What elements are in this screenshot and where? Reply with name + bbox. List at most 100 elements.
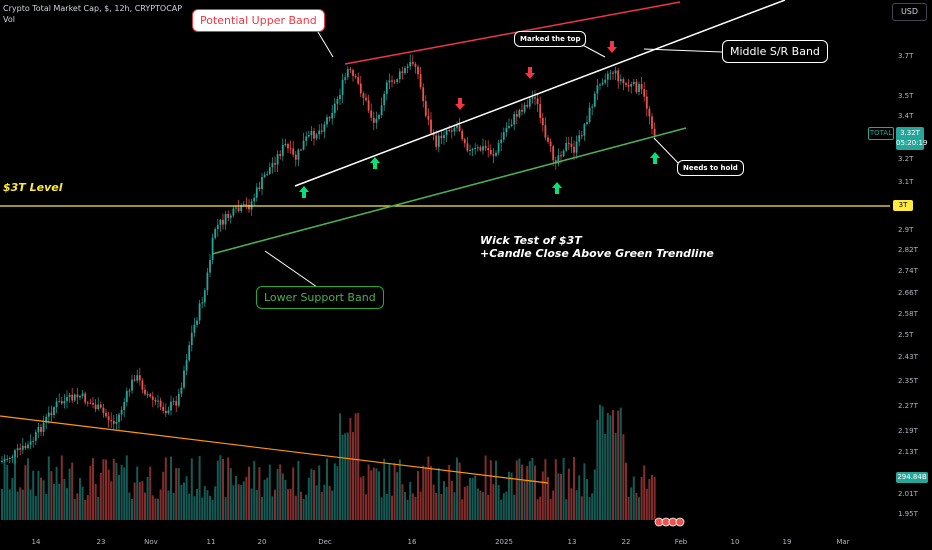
volume-bar — [625, 462, 627, 520]
arrow-up-icon — [650, 152, 660, 164]
volume-bar — [388, 463, 391, 520]
volume-bar — [141, 481, 144, 520]
volume-bar — [268, 464, 271, 520]
candle-body — [349, 69, 352, 71]
candle-body — [8, 458, 11, 460]
volume-bar — [16, 491, 19, 520]
candle-body — [180, 387, 183, 394]
candle-body — [557, 155, 560, 164]
time-axis-label: 11 — [207, 538, 216, 546]
volume-bar — [367, 464, 370, 520]
axes: 3.7T3.5T3.4T3.3T3.2T3.1T2.9T2.82T2.74T2.… — [32, 52, 919, 546]
candle-body — [120, 410, 123, 415]
candle-body — [313, 131, 315, 139]
candle-body — [417, 66, 419, 75]
volume-bar — [461, 499, 464, 520]
volume-bar — [586, 479, 588, 520]
volume-bar — [583, 463, 586, 520]
candle-body — [310, 131, 313, 136]
volume-bar — [180, 484, 183, 520]
candle-body — [37, 427, 40, 433]
candle-body — [21, 445, 24, 450]
candle-body — [604, 79, 607, 83]
volume-bar — [128, 492, 131, 520]
volume-bar — [341, 434, 344, 520]
volume-bar — [89, 465, 92, 520]
candle-body — [297, 149, 300, 160]
arrow-down-icon — [455, 98, 465, 110]
candle-body — [227, 214, 230, 218]
volume-bar — [167, 490, 170, 520]
volume-bar — [227, 457, 230, 520]
price-axis-label: 2.74T — [898, 267, 919, 275]
candle-body — [266, 173, 269, 175]
volume-bar — [21, 489, 24, 520]
time-axis-label: Feb — [675, 538, 688, 546]
candle-body — [573, 146, 575, 153]
candle-body — [367, 100, 370, 111]
volume-bar — [638, 497, 640, 520]
candle-body — [435, 135, 438, 147]
candle-body — [534, 97, 536, 99]
candle-body — [622, 79, 625, 84]
volume-bar — [177, 468, 180, 520]
candle-body — [393, 81, 396, 83]
candle-body — [50, 412, 53, 416]
volume-bar — [1, 489, 3, 520]
volume-bar — [552, 490, 555, 520]
candle-body — [53, 407, 55, 416]
volume-bar — [411, 493, 414, 520]
volume-bar — [372, 467, 375, 520]
volume-bar — [154, 498, 157, 520]
volume-bar — [29, 489, 32, 520]
volume-bar — [365, 494, 367, 520]
candle-body — [118, 414, 120, 422]
volume-bar — [565, 499, 568, 520]
candle-body — [396, 79, 399, 83]
candle-body — [508, 126, 510, 128]
volume-bar — [578, 475, 581, 520]
currency-button[interactable]: USD — [892, 3, 927, 21]
volume-bar — [86, 495, 89, 520]
volume-bar — [328, 485, 331, 520]
candle-body — [601, 82, 604, 85]
volume-bar — [294, 495, 297, 520]
volume-bar — [333, 463, 336, 520]
volume-bar — [34, 495, 37, 520]
candle-body — [24, 445, 27, 449]
candle-body — [565, 143, 568, 151]
wick-test-line1: Wick Test of $3T — [480, 234, 582, 247]
volume-bar — [73, 499, 76, 520]
candle-body — [539, 104, 542, 118]
volume-bar — [427, 456, 430, 520]
candle-body — [323, 124, 326, 132]
candle-body — [287, 144, 289, 149]
candle-body — [570, 143, 573, 147]
volume-bar — [107, 469, 110, 520]
candle-body — [515, 114, 518, 117]
volume-bar — [648, 478, 651, 520]
candle-body — [66, 396, 68, 402]
candle-body — [489, 150, 492, 155]
volume-bar — [172, 492, 175, 520]
volume-bar — [123, 467, 126, 520]
volume-bar — [149, 466, 152, 520]
candle-body — [500, 139, 503, 144]
volume-bar — [450, 481, 453, 520]
current-symbol-tag: TOTAL — [868, 127, 894, 140]
vol-label: Vol — [3, 15, 15, 24]
volume-bar — [573, 456, 575, 520]
volume-bar — [240, 485, 243, 520]
pointer-upper — [317, 31, 334, 58]
volume-bar — [469, 478, 471, 520]
candle-body — [307, 135, 310, 137]
volume-bar — [146, 477, 149, 520]
volume-bar — [536, 499, 539, 520]
volume-bar — [11, 478, 14, 520]
candle-body — [627, 85, 630, 87]
volume-bar — [445, 486, 448, 520]
volume-bar — [547, 477, 549, 520]
volume-bar — [580, 496, 583, 520]
volume-bar — [209, 495, 211, 520]
